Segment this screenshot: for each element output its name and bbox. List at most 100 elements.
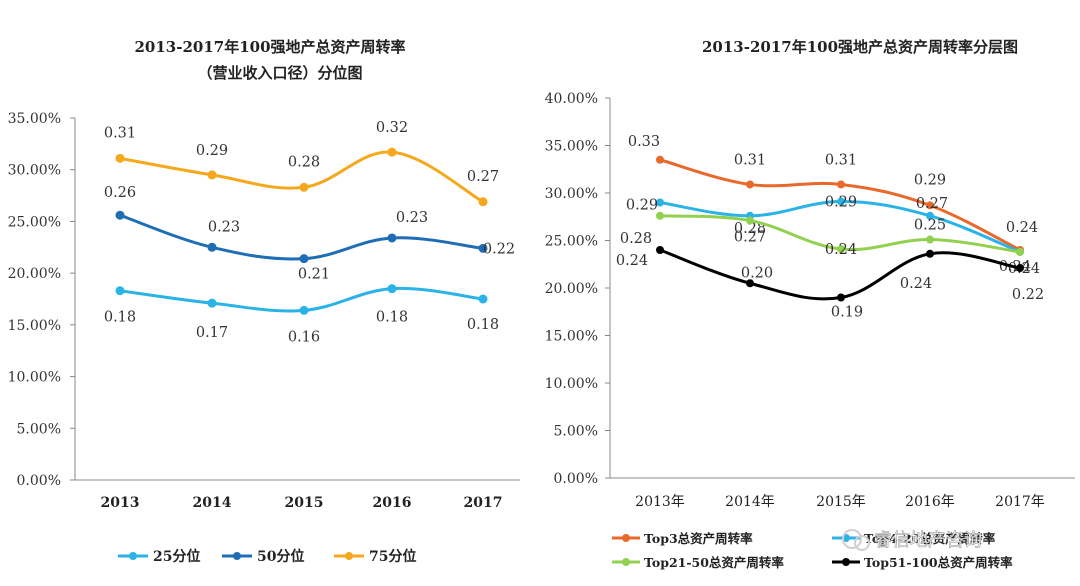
right-chart-title: 2013-2017年100强地产总资产周转率分层图: [702, 38, 1018, 56]
right-data-point: [1016, 264, 1024, 273]
left-x-tick-label: 2017: [464, 495, 503, 511]
right-y-tick-label: 15.00%: [545, 329, 598, 345]
right-data-label: 0.28: [734, 221, 766, 237]
right-data-point: [656, 155, 664, 164]
right-x-axis: 2013年 2014年 2015年 2016年 2017年: [635, 494, 1045, 510]
watermark-text: 睿信地产咨询: [874, 530, 982, 551]
left-x-axis: 2013 2014 2015 2016 2017: [101, 495, 503, 511]
right-x-tick-label: 2013年: [635, 494, 685, 510]
right-data-point: [1016, 247, 1024, 256]
left-data-point: [299, 182, 309, 192]
right-data-label: 0.24: [1008, 261, 1040, 277]
left-y-tick-label: 35.00%: [8, 111, 61, 127]
left-legend-marker: [233, 552, 241, 560]
wechat-icon: [842, 529, 862, 549]
right-data-point: [926, 201, 934, 210]
right-data-label: 0.24: [1006, 220, 1038, 236]
right-data-point: [656, 246, 664, 254]
right-data-label: 0.19: [831, 305, 863, 321]
left-data-point: [387, 147, 397, 157]
right-legend-marker: [842, 558, 850, 566]
left-data-point: [115, 286, 125, 296]
left-data-label: 0.18: [467, 317, 499, 333]
left-data-label: 0.28: [288, 154, 320, 170]
right-data-point: [926, 249, 934, 258]
left-legend: 25分位 50分位 75分位: [118, 548, 416, 565]
left-data-point: [115, 153, 125, 163]
left-y-tick-label: 15.00%: [8, 318, 61, 334]
left-data-point: [478, 197, 488, 207]
left-data-point: [478, 243, 488, 253]
watermark: 睿信地产咨询: [842, 529, 982, 551]
right-legend-label: Top21-50总资产周转率: [644, 555, 784, 570]
right-y-tick-label: 25.00%: [545, 234, 598, 250]
right-legend-label: Top4-20总资产周转率: [864, 531, 996, 546]
right-data-point: [837, 245, 845, 254]
right-data-label: 0.29: [914, 172, 946, 188]
right-data-point: [746, 180, 754, 189]
left-legend-label: 25分位: [153, 548, 200, 565]
left-data-label: 0.23: [396, 210, 428, 226]
left-data-point: [207, 170, 217, 180]
left-data-point: [299, 254, 309, 264]
left-data-label: 0.18: [376, 310, 408, 326]
right-y-tick-label: 10.00%: [545, 376, 598, 392]
left-data-label: 0.29: [196, 143, 228, 159]
right-y-axis: 0.00% 5.00% 10.00% 15.00% 20.00% 25.00% 30.00%…: [545, 91, 610, 487]
right-data-label: 0.29: [626, 198, 658, 214]
right-legend: Top3总资产周转率 Top4-20总资产周转率 Top21-50总资产周转率 Top…: [612, 531, 1013, 570]
left-series-line: [119, 213, 484, 261]
left-data-point: [115, 210, 125, 220]
right-x-tick-label: 2017年: [995, 494, 1045, 510]
wechat-icon-small: [854, 535, 870, 551]
right-data-label: 0.22: [1012, 287, 1044, 303]
right-y-tick-label: 20.00%: [545, 281, 598, 297]
left-chart-title: 2013-2017年100强地产总资产周转率: [134, 38, 405, 56]
right-data-label: 0.24: [900, 276, 932, 292]
right-legend-label: Top3总资产周转率: [644, 531, 753, 546]
left-data-label: 0.17: [196, 325, 228, 341]
right-legend-label: Top51-100总资产周转率: [864, 555, 1013, 570]
left-data-point: [299, 305, 309, 315]
right-data-point: [656, 211, 664, 220]
left-y-tick-label: 30.00%: [8, 163, 61, 179]
left-data-point: [478, 294, 488, 304]
right-data-point: [837, 180, 845, 189]
left-data-label: 0.22: [483, 241, 515, 257]
left-legend-marker: [345, 552, 353, 560]
right-data-label: 0.27: [734, 230, 766, 246]
right-x-tick-label: 2015年: [816, 494, 866, 510]
left-data-point: [387, 233, 397, 243]
right-data-label: 0.24: [616, 253, 648, 269]
left-data-label: 0.32: [376, 120, 408, 136]
right-data-point: [837, 197, 845, 206]
left-data-point: [207, 298, 217, 308]
left-x-tick-label: 2014: [193, 495, 232, 511]
left-series-group: 0.18 0.17 0.16 0.18 0.18 0.26 0.23 0.21 0.23 0.22…: [104, 120, 515, 345]
right-y-tick-label: 5.00%: [554, 424, 598, 440]
left-legend-label: 50分位: [257, 548, 304, 565]
left-y-tick-label: 0.00%: [17, 473, 61, 489]
left-y-tick-label: 25.00%: [8, 214, 61, 230]
left-data-point: [387, 284, 397, 294]
right-y-tick-label: 30.00%: [545, 186, 598, 202]
left-x-tick-label: 2015: [285, 495, 324, 511]
right-data-label: 0.27: [916, 196, 948, 212]
left-data-label: 0.21: [298, 267, 330, 283]
right-y-tick-label: 0.00%: [554, 471, 598, 487]
right-data-point: [746, 279, 754, 288]
right-y-tick-label: 35.00%: [545, 139, 598, 155]
right-y-tick-label: 40.00%: [545, 91, 598, 107]
right-data-label: 0.28: [620, 231, 652, 247]
left-data-label: 0.27: [467, 169, 499, 185]
left-x-tick-label: 2016: [373, 495, 412, 511]
right-data-point: [656, 198, 664, 207]
left-y-axis: 0.00% 5.00% 10.00% 15.00% 20.00% 25.00% 30.00%…: [8, 111, 75, 489]
percentile-chart: 2013-2017年100强地产总资产周转率 （营业收入口径）分位图 0.00%…: [8, 38, 520, 565]
right-x-tick-label: 2014年: [725, 494, 775, 510]
left-data-label: 0.23: [208, 219, 240, 235]
right-series-group: 0.33 0.31 0.31 0.29 0.24 0.29 0.28 0.29 0.27 0.24…: [616, 134, 1044, 321]
left-legend-label: 75分位: [369, 548, 416, 565]
right-data-label: 0.33: [628, 134, 660, 150]
